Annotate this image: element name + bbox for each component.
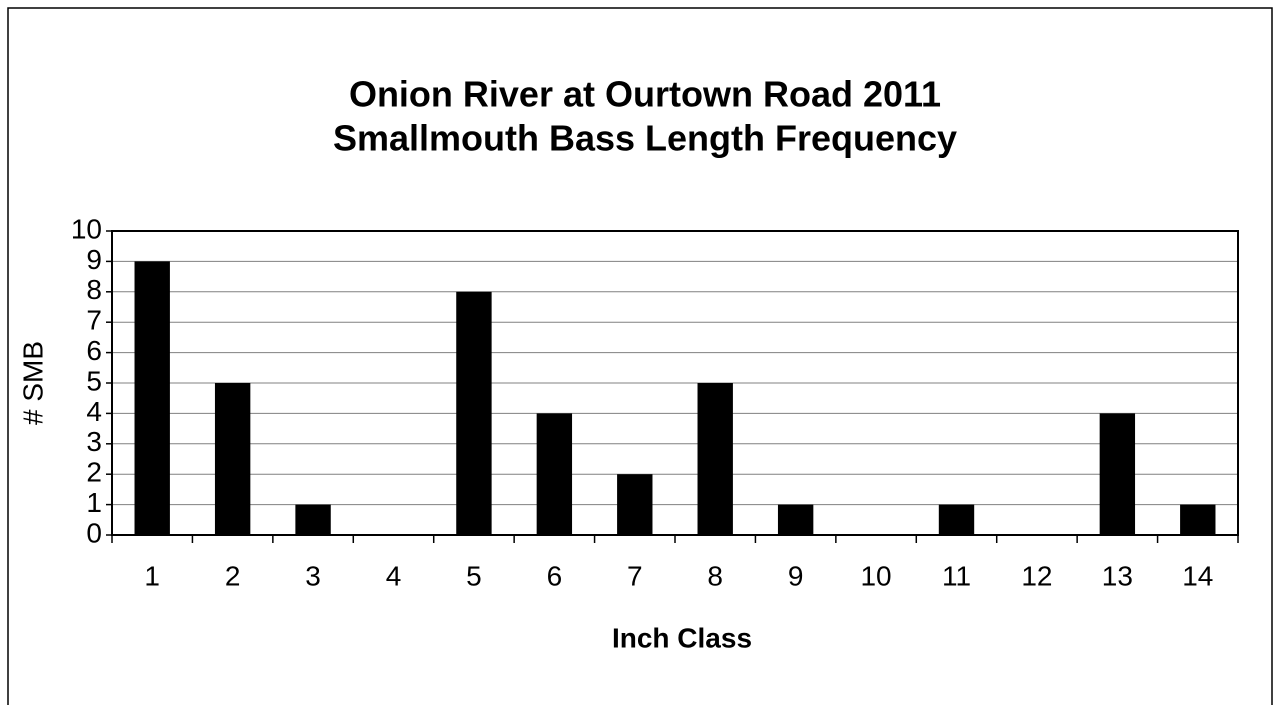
x-tick-label: 5 [466,560,482,591]
y-tick-label: 9 [86,244,102,275]
y-tick-label: 1 [86,487,102,518]
bar [1180,504,1216,535]
x-tick-label: 3 [305,560,321,591]
y-tick-label: 0 [86,517,102,548]
chart-subtitle: Smallmouth Bass Length Frequency [333,118,957,159]
x-tick-label: 10 [860,560,891,591]
x-tick-label: 12 [1021,560,1052,591]
bar [777,504,814,535]
bar [617,474,653,535]
x-tick-label: 2 [225,560,241,591]
y-tick-label: 7 [86,305,102,336]
chart-title: Onion River at Ourtown Road 2011 [349,74,941,115]
x-axis-title: Inch Class [612,622,752,653]
bar [214,383,251,535]
x-tick-label: 7 [627,560,643,591]
x-tick-label: 1 [144,560,160,591]
bar [134,261,170,535]
bar [295,504,331,535]
bar [938,504,975,535]
y-tick-label: 6 [86,335,102,366]
y-tick-label: 8 [86,274,102,305]
x-tick-label: 6 [547,560,563,591]
chart-frame [7,7,1273,705]
x-tick-label: 8 [707,560,723,591]
y-tick-label: 5 [86,365,102,396]
y-tick-label: 2 [86,457,102,488]
bar [697,383,733,535]
bar [456,291,492,535]
x-tick-label: 13 [1102,560,1133,591]
x-tick-label: 4 [386,560,402,591]
x-tick-label: 9 [788,560,804,591]
x-tick-label: 11 [942,560,971,591]
y-tick-label: 3 [86,426,102,457]
y-tick-label: 10 [71,213,102,244]
bar [536,413,573,535]
bar [1099,413,1136,535]
x-tick-label: 14 [1182,560,1213,591]
y-axis-title: # SMB [17,341,48,425]
y-tick-label: 4 [86,396,102,427]
